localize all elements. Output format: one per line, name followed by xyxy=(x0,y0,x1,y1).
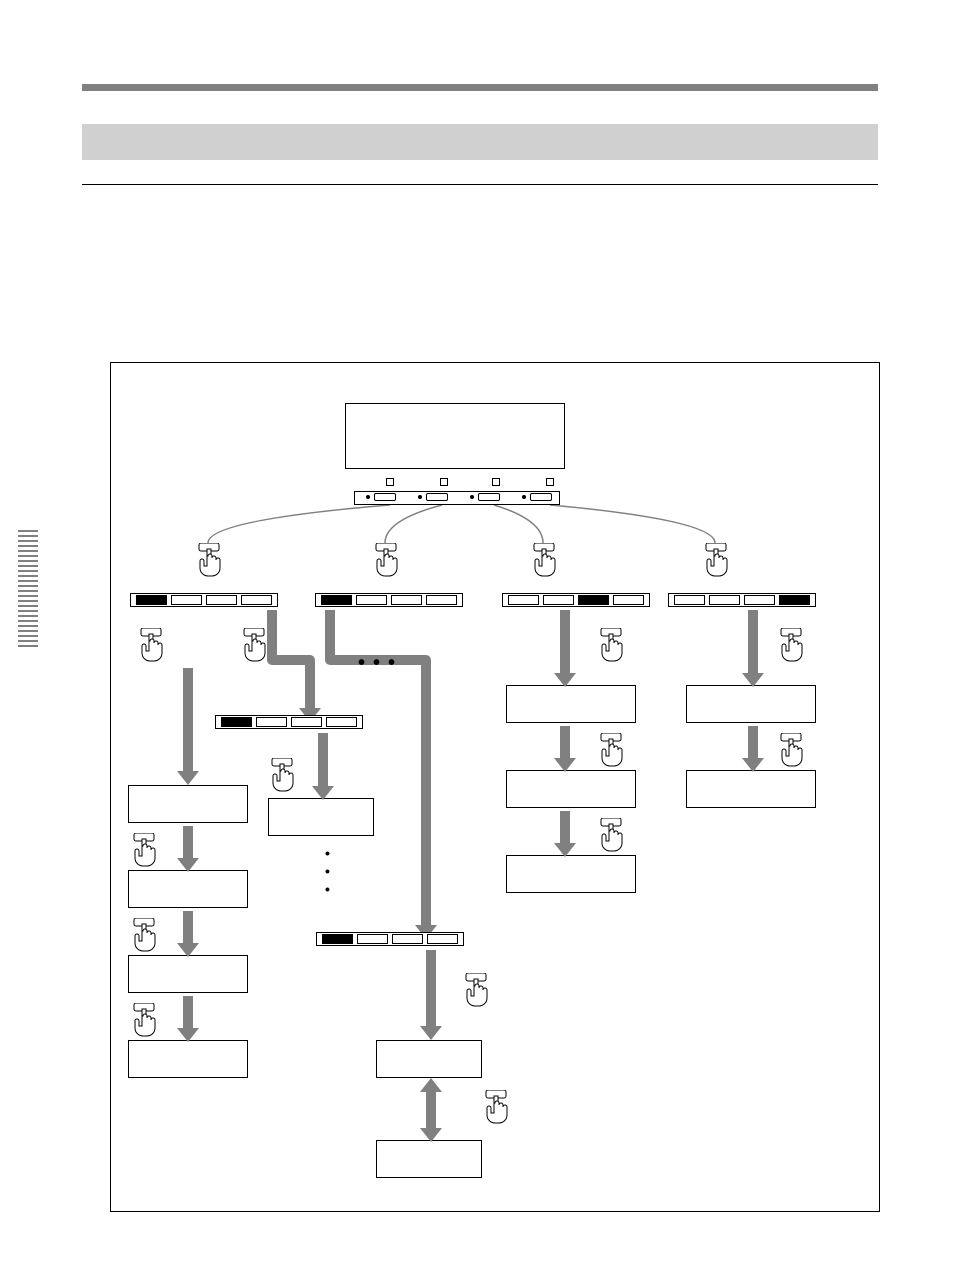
press-icon-13 xyxy=(595,818,627,858)
tab-tabs-b-3 xyxy=(426,595,457,605)
ellipsis-h: ••• xyxy=(358,652,403,675)
flow-node-box-a3 xyxy=(128,955,248,993)
root-btn-1 xyxy=(426,493,448,501)
root-dot-1 xyxy=(418,495,422,499)
flow-node-root xyxy=(345,403,565,469)
flow-node-box-d1 xyxy=(686,685,816,723)
tab-tabs-d-0 xyxy=(674,595,705,605)
tab-tabs-c-2 xyxy=(578,595,609,605)
flow-node-box-a2 xyxy=(128,870,248,908)
press-icon-7 xyxy=(775,628,807,668)
root-dot-2 xyxy=(470,495,474,499)
press-icon-1 xyxy=(370,543,402,583)
arrow-down-10 xyxy=(426,950,436,1028)
press-icon-2 xyxy=(528,543,560,583)
tab-tabs-f-3 xyxy=(427,934,458,944)
tab-tabs-e-1 xyxy=(256,717,287,727)
tab-tabs-f-0 xyxy=(322,934,353,944)
tab-tabs-a-3 xyxy=(241,595,272,605)
tab-tabs-c-1 xyxy=(543,595,574,605)
tab-tabs-c-3 xyxy=(613,595,644,605)
arrow-down-7 xyxy=(560,811,570,845)
tab-tabs-f-2 xyxy=(392,934,423,944)
tab-tabs-b-0 xyxy=(321,595,352,605)
tab-tabs-b-1 xyxy=(356,595,387,605)
press-icon-3 xyxy=(700,543,732,583)
tab-tabs-d-3 xyxy=(779,595,810,605)
tab-tabs-a-2 xyxy=(206,595,237,605)
root-btn-3 xyxy=(530,493,552,501)
flow-node-box-a1 xyxy=(128,785,248,823)
press-icon-5 xyxy=(238,628,270,668)
root-square-3 xyxy=(546,478,554,486)
tabs-tabs-e xyxy=(221,717,357,727)
arrow-updown-0 xyxy=(426,1090,436,1130)
tab-tabs-d-1 xyxy=(709,595,740,605)
press-icon-14 xyxy=(775,733,807,773)
press-icon-15 xyxy=(460,973,492,1013)
press-icon-12 xyxy=(595,733,627,773)
side-margin-stripes xyxy=(18,530,38,650)
press-icon-6 xyxy=(595,628,627,668)
arrow-down-8 xyxy=(748,610,758,675)
tabs-tabs-a xyxy=(136,595,272,605)
root-btn-0 xyxy=(374,493,396,501)
tabs-tabs-f xyxy=(322,934,458,944)
flow-node-box-f1 xyxy=(376,1040,482,1078)
arrow-down-2 xyxy=(183,911,193,945)
flow-node-box-d2 xyxy=(686,770,816,808)
root-square-1 xyxy=(440,478,448,486)
press-icon-8 xyxy=(266,758,298,798)
press-icon-0 xyxy=(193,543,225,583)
root-btn-2 xyxy=(478,493,500,501)
ellipsis-v: ••• xyxy=(325,844,330,898)
root-square-0 xyxy=(386,478,394,486)
arrow-down-4 xyxy=(318,733,328,788)
arrow-down-0 xyxy=(183,668,193,773)
tabs-tabs-d xyxy=(674,595,810,605)
tab-tabs-a-0 xyxy=(136,595,167,605)
root-dot-3 xyxy=(522,495,526,499)
arrow-down-5 xyxy=(560,610,570,675)
tabs-tabs-b xyxy=(321,595,457,605)
flow-node-box-a4 xyxy=(128,1040,248,1078)
header-gray-band xyxy=(82,124,878,160)
flow-node-box-c1 xyxy=(506,685,636,723)
tab-tabs-e-2 xyxy=(291,717,322,727)
flow-node-box-c3 xyxy=(506,855,636,893)
arrow-down-1 xyxy=(183,826,193,860)
flow-node-box-e1 xyxy=(268,798,374,836)
root-square-2 xyxy=(492,478,500,486)
tab-tabs-c-0 xyxy=(508,595,539,605)
arrow-down-3 xyxy=(183,996,193,1030)
press-icon-4 xyxy=(135,628,167,668)
flow-node-box-f2 xyxy=(376,1140,482,1178)
press-icon-10 xyxy=(128,918,160,958)
tab-tabs-e-0 xyxy=(221,717,252,727)
tab-tabs-b-2 xyxy=(391,595,422,605)
tabs-tabs-c xyxy=(508,595,644,605)
press-icon-9 xyxy=(128,833,160,873)
press-icon-11 xyxy=(128,1003,160,1043)
arrow-down-6 xyxy=(560,726,570,760)
header-thin-rule xyxy=(82,184,878,185)
root-dot-0 xyxy=(366,495,370,499)
flow-node-box-c2 xyxy=(506,770,636,808)
tab-tabs-f-1 xyxy=(357,934,388,944)
header-rule xyxy=(82,84,878,91)
tab-tabs-a-1 xyxy=(171,595,202,605)
press-icon-16 xyxy=(480,1090,512,1130)
tab-tabs-e-3 xyxy=(326,717,357,727)
tab-tabs-d-2 xyxy=(744,595,775,605)
arrow-down-9 xyxy=(748,726,758,760)
